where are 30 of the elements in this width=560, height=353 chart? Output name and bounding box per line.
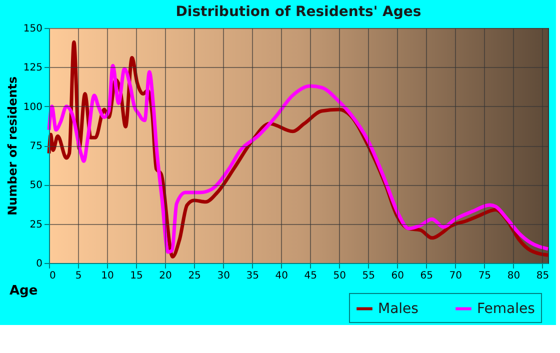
x-tick-label: 80	[507, 270, 520, 282]
legend-label: Males	[378, 300, 418, 317]
chart-title: Distribution of Residents' Ages	[176, 4, 422, 20]
x-tick-label: 45	[304, 270, 317, 282]
y-tick-label: 75	[30, 141, 42, 152]
x-tick-label: 85	[536, 270, 550, 282]
y-tick-label: 125	[23, 62, 42, 74]
x-tick-label: 50	[333, 270, 346, 282]
y-axis-title: Number of residents	[5, 76, 20, 216]
legend-label: Females	[477, 300, 535, 317]
x-tick-label: 75	[478, 270, 492, 282]
x-tick-label: 10	[101, 270, 114, 282]
x-tick-label: 60	[391, 270, 404, 282]
x-tick-label: 40	[275, 270, 288, 282]
x-tick-label: 20	[159, 270, 172, 282]
x-tick-label: 30	[217, 270, 230, 282]
y-tick-label: 0	[36, 258, 42, 270]
y-tick-label: 50	[30, 180, 42, 192]
x-tick-label: 5	[75, 270, 82, 282]
x-tick-label: 65	[420, 270, 434, 282]
x-tick-label: 35	[246, 270, 259, 282]
y-tick-label: 25	[30, 219, 42, 230]
y-tick-label: 100	[23, 102, 42, 113]
x-tick-label: 70	[449, 270, 462, 282]
y-tick-label: 150	[23, 24, 42, 34]
x-tick-label: 15	[130, 270, 143, 282]
x-tick-label: 55	[362, 270, 375, 282]
x-tick-label: 25	[188, 270, 201, 282]
x-tick-label: 0	[50, 270, 56, 282]
x-axis-title: Age	[10, 284, 38, 298]
